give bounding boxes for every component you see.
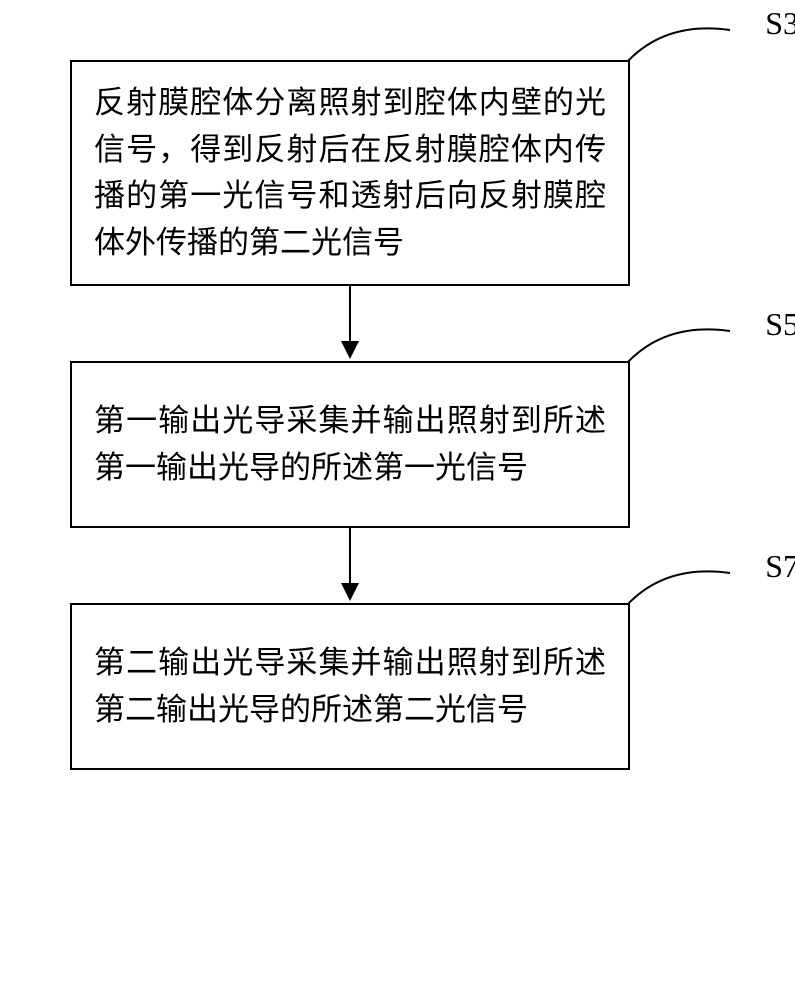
step-text-s50: 第一输出光导采集并输出照射到所述第一输出光导的所述第一光信号 bbox=[94, 398, 606, 491]
step-label-s70: S70 bbox=[765, 548, 795, 585]
connector-curve-s70 bbox=[615, 558, 735, 618]
step-box-s70: 第二输出光导采集并输出照射到所述第二输出光导的所述第二光信号 bbox=[70, 603, 630, 770]
arrow-head bbox=[341, 341, 359, 359]
arrow-line bbox=[349, 286, 351, 341]
step-box-s30: 反射膜腔体分离照射到腔体内壁的光信号，得到反射后在反射膜腔体内传播的第一光信号和… bbox=[70, 60, 630, 286]
step-label-s30: S30 bbox=[765, 5, 795, 42]
arrow-s30-s50 bbox=[70, 286, 630, 361]
flowchart-container: S30 反射膜腔体分离照射到腔体内壁的光信号，得到反射后在反射膜腔体内传播的第一… bbox=[70, 60, 725, 770]
connector-curve-s30 bbox=[615, 15, 735, 75]
step-box-s50: 第一输出光导采集并输出照射到所述第一输出光导的所述第一光信号 bbox=[70, 361, 630, 528]
step-label-s50: S50 bbox=[765, 306, 795, 343]
step-text-s70: 第二输出光导采集并输出照射到所述第二输出光导的所述第二光信号 bbox=[94, 640, 606, 733]
arrow-line bbox=[349, 528, 351, 583]
arrow-head bbox=[341, 583, 359, 601]
arrow-s50-s70 bbox=[70, 528, 630, 603]
step-text-s30: 反射膜腔体分离照射到腔体内壁的光信号，得到反射后在反射膜腔体内传播的第一光信号和… bbox=[94, 80, 606, 266]
connector-curve-s50 bbox=[615, 316, 735, 376]
